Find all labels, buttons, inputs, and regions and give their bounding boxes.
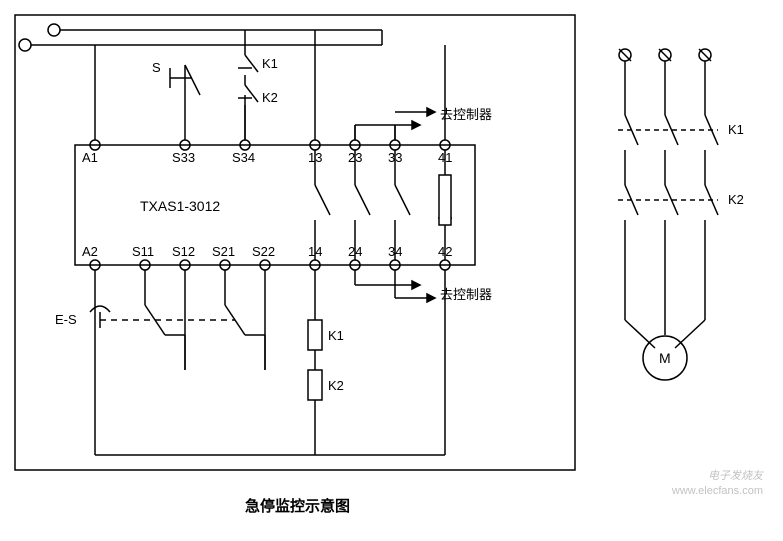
schematic-svg <box>0 0 783 541</box>
watermark-url: www.elecfans.com <box>672 485 763 497</box>
watermark-brand: 电子发烧友 <box>708 467 763 483</box>
term-s12: S12 <box>172 244 195 259</box>
term-s22: S22 <box>252 244 275 259</box>
term-23: 23 <box>348 150 362 165</box>
supply-terminal-2 <box>19 39 31 51</box>
term-s21: S21 <box>212 244 235 259</box>
label-m: M <box>659 350 671 366</box>
term-42: 42 <box>438 244 452 259</box>
label-k1-coil: K1 <box>328 328 344 343</box>
term-a2: A2 <box>82 244 98 259</box>
term-24: 24 <box>348 244 362 259</box>
diagram-canvas: S K1 K2 去控制器 去控制器 A1 S33 S34 13 23 33 41… <box>0 0 783 541</box>
module-name: TXAS1-3012 <box>140 198 220 214</box>
label-s: S <box>152 60 161 75</box>
term-s34: S34 <box>232 150 255 165</box>
label-k2-top: K2 <box>262 90 278 105</box>
term-s33: S33 <box>172 150 195 165</box>
k2-coil <box>308 370 322 400</box>
term-33: 33 <box>388 150 402 165</box>
label-es: E-S <box>55 312 77 327</box>
term-14: 14 <box>308 244 322 259</box>
supply-terminal-1 <box>48 24 60 36</box>
k1-coil <box>308 320 322 350</box>
label-k2-right: K2 <box>728 192 744 207</box>
term-s11: S11 <box>132 244 154 259</box>
label-k1-top: K1 <box>262 56 278 71</box>
label-to-ctrl-bot: 去控制器 <box>440 284 492 303</box>
figure-caption: 急停监控示意图 <box>245 495 350 516</box>
outer-frame <box>15 15 575 470</box>
label-k2-coil: K2 <box>328 378 344 393</box>
term-13: 13 <box>308 150 322 165</box>
term-34: 34 <box>388 244 402 259</box>
label-to-ctrl-top: 去控制器 <box>440 104 492 123</box>
label-k1-right: K1 <box>728 122 744 137</box>
term-41: 41 <box>438 150 452 165</box>
term-a1: A1 <box>82 150 98 165</box>
